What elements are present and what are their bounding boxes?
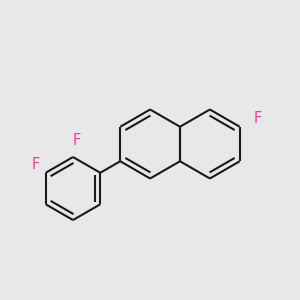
- Text: F: F: [73, 133, 81, 148]
- Text: F: F: [254, 111, 262, 126]
- Text: F: F: [32, 157, 40, 172]
